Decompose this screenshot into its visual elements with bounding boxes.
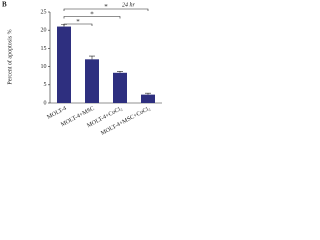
significance-bracket	[63, 16, 121, 19]
y-tick-label: 25	[41, 9, 47, 15]
page: {"chart_data": {"type": "bar", "panel_la…	[2, 0, 162, 137]
significance-mark: *	[90, 11, 94, 19]
y-tick-label: 5	[44, 82, 47, 88]
y-tick-label: 15	[41, 46, 47, 52]
significance-bracket	[63, 8, 149, 11]
panel-label: B	[2, 1, 7, 9]
error-bar	[117, 71, 123, 73]
y-axis-label: Percent of apoptosis %	[6, 29, 13, 84]
y-tick-label: 20	[41, 28, 47, 34]
chart: B 24 hr Percent of apoptosis % 0 5 10 15 20 2…	[2, 1, 162, 137]
chart-title: 24 hr	[122, 1, 136, 8]
bar	[113, 72, 127, 103]
y-tick-label: 10	[41, 64, 47, 70]
y-tick-label: 0	[44, 100, 47, 106]
significance-mark: *	[76, 18, 80, 26]
error-bar	[145, 92, 151, 95]
x-tick-label: MOLT-4+MSC+CoCl₂	[100, 106, 151, 137]
significance-bracket	[63, 23, 93, 26]
x-tick-label: MOLT-4	[46, 106, 67, 121]
bar	[57, 26, 71, 104]
error-bar	[89, 55, 95, 60]
bar	[141, 94, 155, 103]
significance-mark: *	[104, 3, 108, 11]
bar	[85, 59, 99, 103]
